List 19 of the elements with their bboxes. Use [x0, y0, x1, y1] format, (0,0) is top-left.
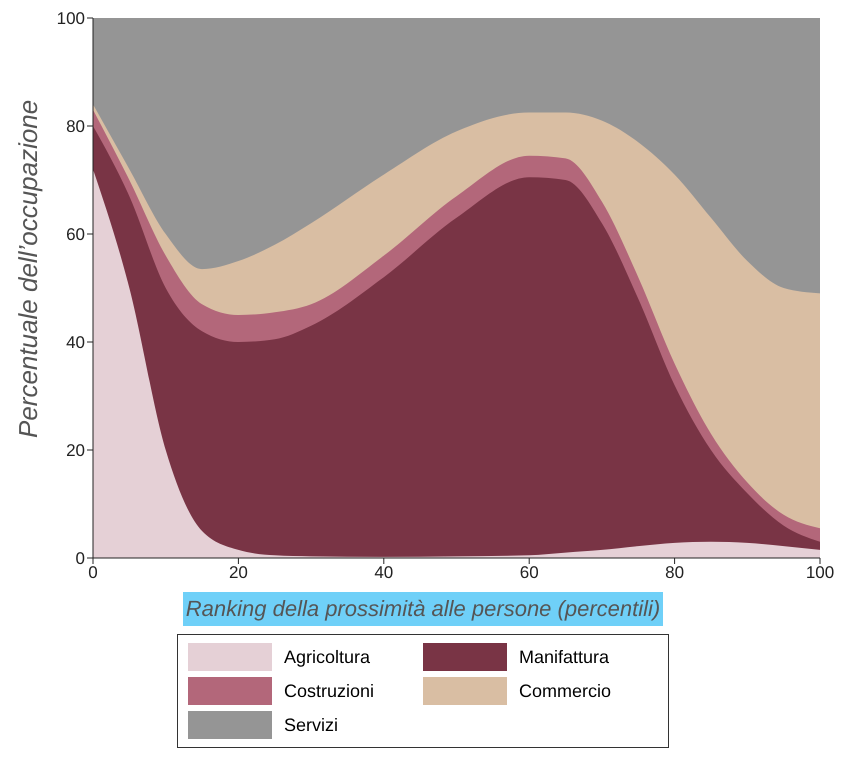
legend-label: Manifattura: [519, 646, 610, 668]
x-tick-label: 40: [374, 563, 394, 582]
x-tick-label: 60: [520, 563, 539, 582]
legend-label: Commercio: [519, 680, 612, 702]
x-tick-label: 20: [228, 563, 248, 582]
y-tick-label: 20: [66, 441, 85, 460]
y-tick-label: 0: [76, 549, 85, 568]
y-tick-label: 100: [56, 9, 85, 28]
x-tick-label: 0: [88, 563, 98, 582]
legend-label: Servizi: [284, 714, 338, 736]
x-tick-label: 100: [806, 563, 834, 582]
legend-label: Agricoltura: [284, 646, 370, 668]
x-tick-label: 80: [665, 563, 684, 582]
y-tick-label: 80: [66, 117, 85, 136]
y-tick-label: 60: [66, 225, 85, 244]
legend-label: Costruzioni: [284, 680, 374, 702]
y-axis-title: Percentuale dell’occupazione: [13, 100, 44, 438]
y-tick-label: 40: [66, 333, 85, 352]
x-axis-title: Ranking della prossimità alle persone (percentili): [183, 592, 663, 626]
